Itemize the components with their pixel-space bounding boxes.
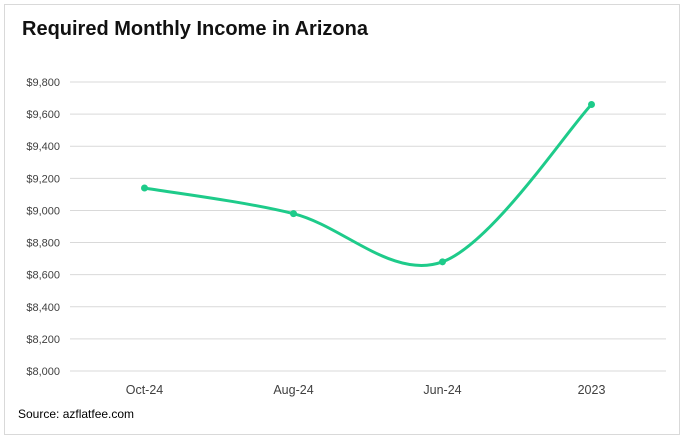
series-layer [141,100,595,268]
gridlines [70,81,666,372]
y-axis-ticks: $8,000 $8,200 $8,400 $8,600 $8,800 $9,000 $9,2… [26,77,60,378]
x-tick-label: Oct-24 [126,383,164,397]
series-line [144,103,593,268]
data-point [439,258,446,266]
y-tick-label: $9,200 [26,173,60,185]
x-tick-label: Jun-24 [423,383,461,397]
y-tick-label: $8,400 [26,302,60,314]
y-tick-label: $8,800 [26,238,60,250]
y-tick-label: $8,000 [26,366,60,378]
y-tick-label: $9,600 [26,109,60,121]
x-tick-label: 2023 [578,383,606,397]
data-point [588,100,595,108]
chart-frame [4,4,680,435]
y-tick-label: $8,600 [26,270,60,282]
x-axis-ticks: Oct-24 Aug-24 Jun-24 2023 [126,383,606,397]
y-tick-label: $9,000 [26,205,60,217]
y-tick-label: $8,200 [26,334,60,346]
source-note: Source: azflatfee.com [18,407,135,421]
data-point [290,210,297,218]
y-tick-label: $9,800 [26,77,60,89]
chart-title: Required Monthly Income in Arizona [22,18,368,40]
y-tick-label: $9,400 [26,141,60,153]
data-point [141,184,148,192]
x-tick-label: Aug-24 [273,383,313,397]
